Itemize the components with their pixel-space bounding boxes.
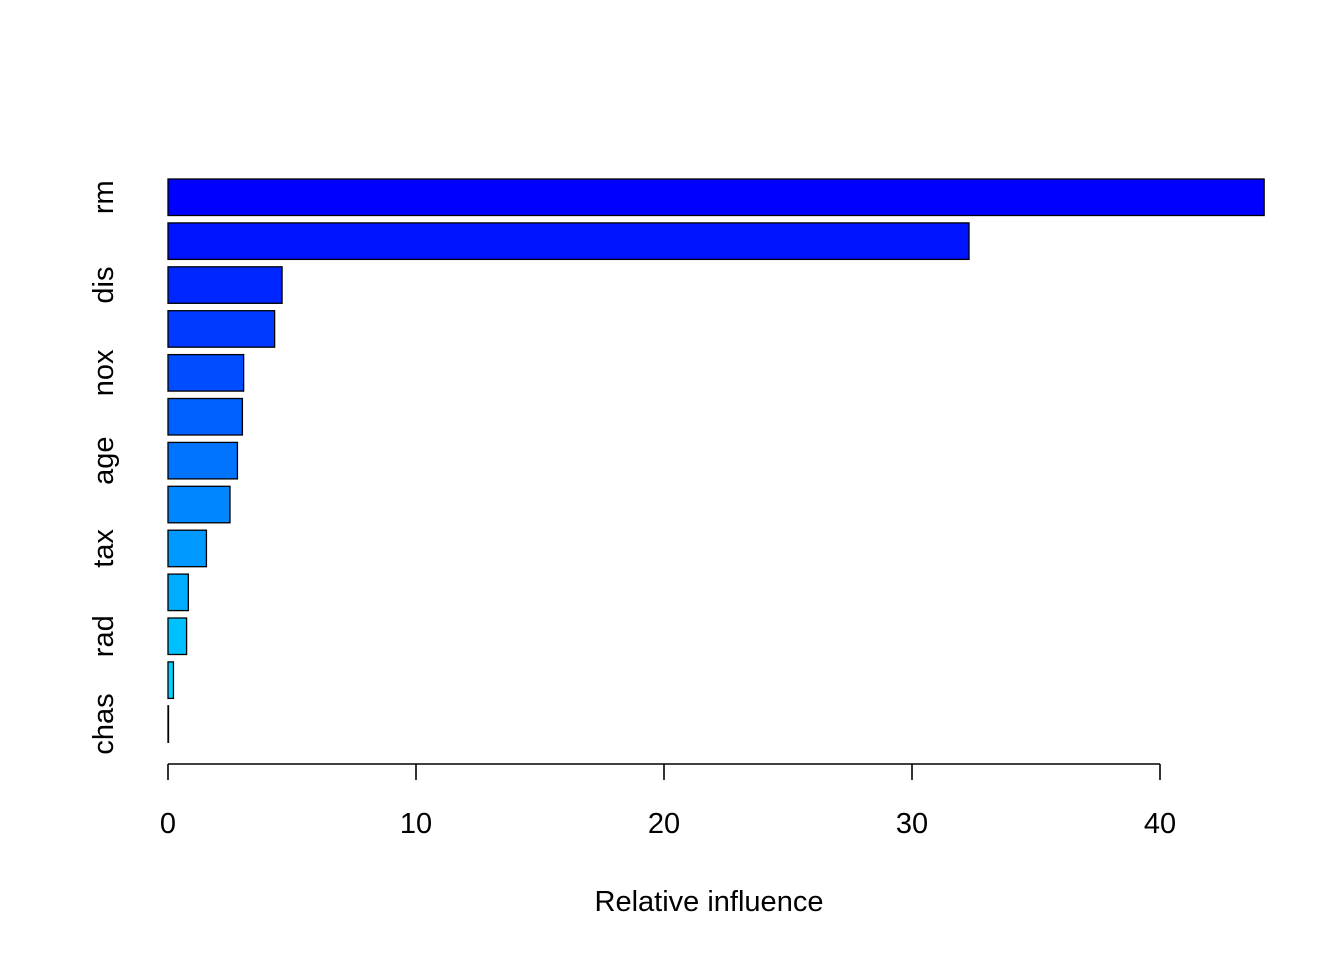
bar-item-6 [167,397,244,436]
category-label-nox: nox [88,349,120,396]
bar-nox [167,353,245,392]
category-label-tax: tax [88,529,120,568]
x-tick-label: 10 [400,808,432,840]
bar-chas [167,705,170,743]
bar-dis [167,266,283,304]
category-label-rad: rad [88,615,120,657]
category-label-dis: dis [88,267,120,304]
bar-age [167,441,239,480]
x-tick-label: 0 [160,808,176,840]
bar-rad [167,617,188,656]
x-axis-title: Relative influence [595,886,824,918]
x-tick-label: 40 [1144,808,1176,840]
x-tick-label: 20 [648,808,680,840]
bar-item-12 [167,661,175,700]
x-tick-label: 30 [896,808,928,840]
x-axis: 0 10 20 30 40 [160,763,1176,840]
category-label-age: age [88,436,120,484]
bar-item-10 [167,573,189,612]
bar-rm [167,178,1265,217]
bars-group [167,178,1265,743]
bar-item-2 [167,222,970,261]
bar-item-8 [167,485,231,524]
bar-tax [167,529,208,568]
category-label-rm: rm [88,180,120,214]
bar-item-4 [167,310,276,348]
category-labels-group: rm dis nox age tax rad chas [88,180,120,754]
category-label-chas: chas [88,693,120,754]
